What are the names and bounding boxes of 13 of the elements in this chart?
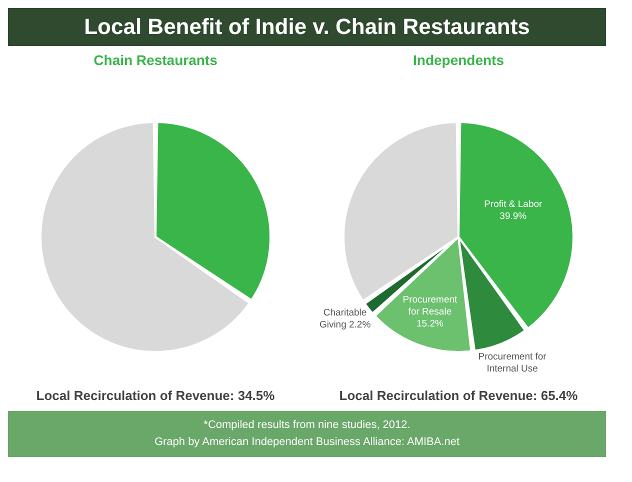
slice-label: Procurement for Resale — [402, 294, 458, 318]
data-label: 15.2% — [416, 318, 444, 330]
data-label: 39.9% — [500, 211, 528, 222]
chart-subtitle: Independents — [412, 52, 504, 68]
text: *Compiled results from nine studies, 2012. — [204, 419, 410, 431]
slice-label: Charitable Giving 2.2% — [319, 307, 372, 330]
slice-label: Procurement for Internal Use — [478, 352, 546, 375]
slice-label: Profit & Labor — [484, 199, 542, 210]
text: Local Recirculation of Revenue: 65.4% — [339, 388, 578, 403]
text: Graph by American Independent Business Alliance: AMIBA.net — [154, 436, 460, 448]
chart-subtitle: Chain Restaurants — [94, 52, 218, 68]
chart-title: Local Benefit of Indie v. Chain Restaurants — [84, 14, 530, 39]
text: Local Recirculation of Revenue: 34.5% — [36, 388, 276, 403]
